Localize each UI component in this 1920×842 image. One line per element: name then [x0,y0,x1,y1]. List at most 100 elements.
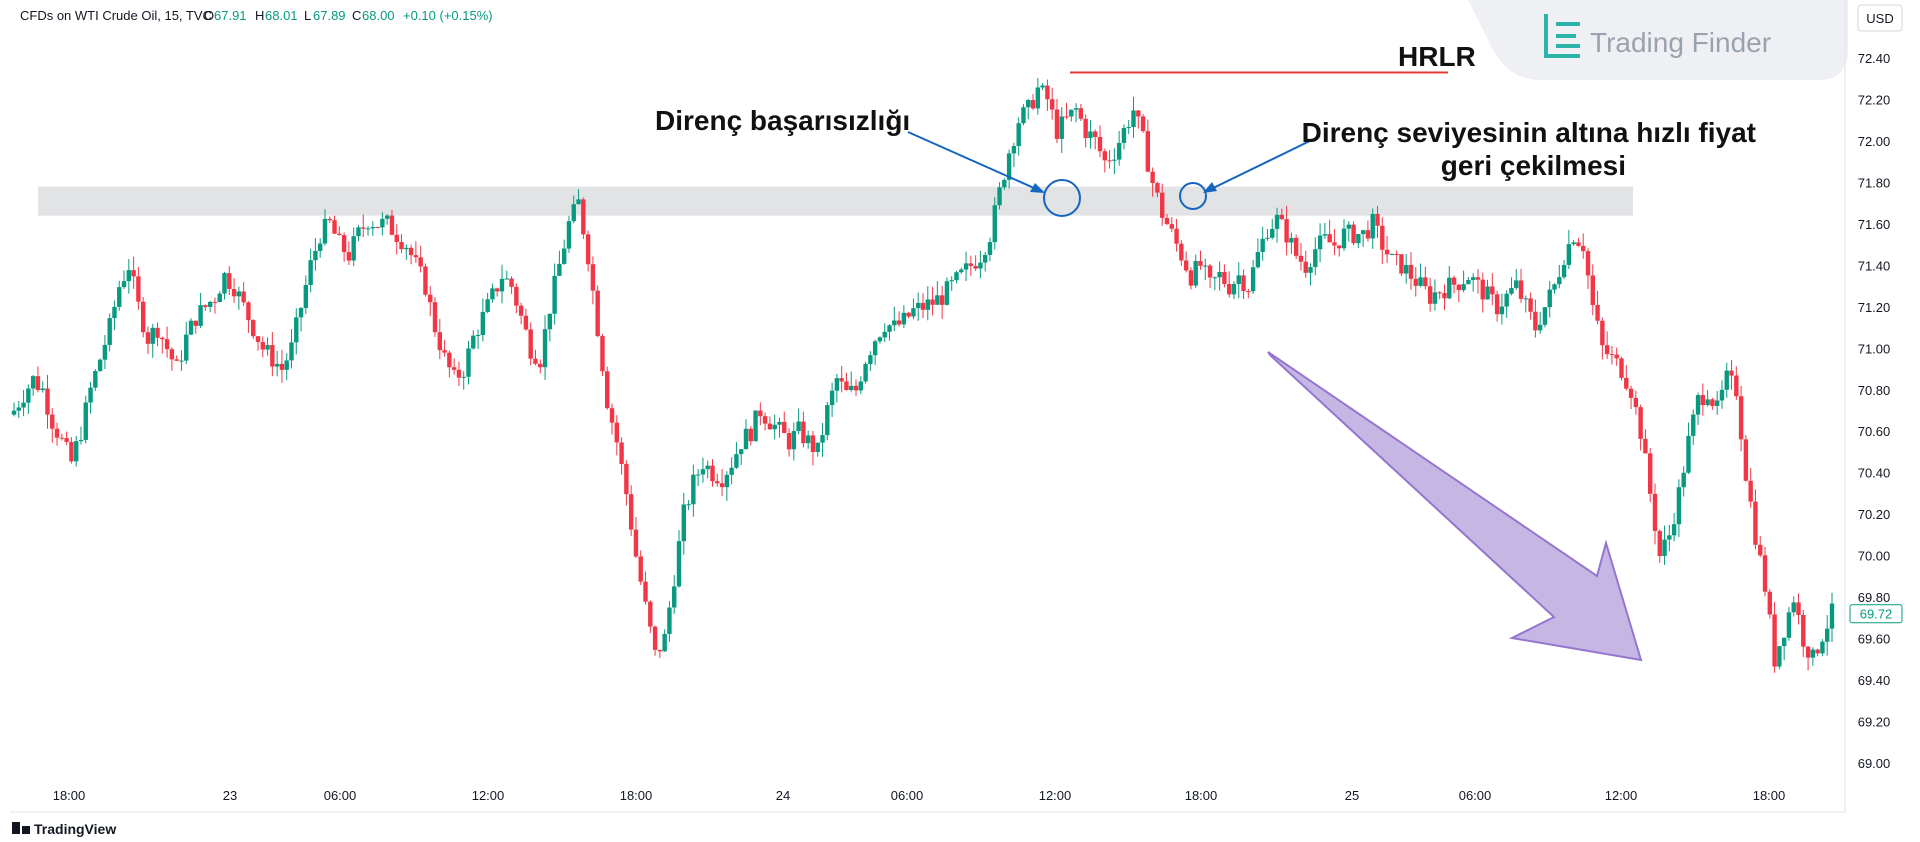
candle-body [346,252,352,261]
candle-body [375,226,380,228]
price-tick-label: 70.60 [1858,424,1891,439]
price-tick-label: 72.00 [1858,134,1891,149]
plot-area[interactable] [10,0,1845,812]
candle-body [351,236,356,261]
candle-body [820,435,825,443]
candle-body [1021,107,1026,124]
hrlr-label: HRLR [1398,41,1476,72]
candle-body [1480,279,1485,300]
candle-body [1217,271,1222,278]
candle-body [241,291,246,303]
candle-body [1633,397,1639,408]
time-axis[interactable]: 18:00 23 06:00 12:00 18:00 24 06:00 12:00 18:00 2… [53,788,1786,803]
price-tick-label: 70.00 [1858,549,1891,564]
price-tick-label: 71.00 [1858,341,1891,356]
candle-body [1322,234,1328,236]
candle-body [265,345,270,350]
candle-body [332,220,337,234]
high-label: H [255,8,264,23]
candle-body [1772,614,1777,667]
candle-body [590,264,596,291]
candle-body [1504,293,1509,307]
candle-body [853,385,859,391]
candle-body [164,339,170,350]
candle-body [270,345,275,367]
price-tick-label: 71.80 [1858,175,1891,190]
candle-body [1078,108,1084,119]
tradingview-logo-icon [12,822,30,834]
candle-body [638,556,643,582]
candle-body [906,312,911,317]
candle-body [1643,438,1648,454]
candle-body [1064,116,1069,118]
candle-body [1762,555,1768,592]
candle-body [1380,225,1385,250]
candle-body [432,302,438,333]
bearish-direction-arrow [1267,351,1643,662]
candle-body [341,235,347,253]
candle-body [791,431,797,450]
currency-box[interactable] [1857,4,1903,32]
candle-body [1265,237,1270,239]
price-tick-label: 72.20 [1858,92,1891,107]
pullback-label-line1: Direnç seviyesinin altına hızlı fiyat [1302,117,1756,148]
candle-body [1566,244,1572,265]
candle-body [423,266,428,295]
candle-body [490,288,495,300]
candle-body [1346,224,1351,229]
close-label: C [352,8,361,23]
candle-body [1284,219,1289,243]
candle-body [1059,116,1064,139]
price-axis[interactable]: 72.40 72.20 72.00 71.80 71.60 71.40 71.20 71.00… [1858,51,1891,771]
candle-body [131,270,136,277]
candle-body [1691,414,1696,436]
candle-body [963,263,969,270]
candle-body [1533,311,1538,331]
candle-body [585,234,591,265]
candle-body [1069,109,1074,117]
candle-body [1686,435,1691,473]
candle-body [561,248,567,264]
candle-body [394,234,399,242]
candle-body [97,359,103,372]
candle-body [212,301,218,303]
candle-body [1801,614,1806,647]
candle-body [1518,280,1524,299]
candle-body [284,360,289,370]
candle-body [1585,251,1591,276]
candle-body [911,308,916,317]
candle-body [954,272,959,281]
candle-body [1490,286,1495,295]
time-tick-label: 12:00 [472,788,505,803]
candle-body [982,254,988,263]
candle-body [188,320,194,335]
pullback-arrowhead [1203,182,1217,193]
candle-body [107,318,112,345]
candle-body [35,376,41,391]
symbol-legend[interactable]: CFDs on WTI Crude Oil, 15, TVC O 67.91 H… [20,8,493,23]
candle-body [834,378,840,391]
candle-body [978,262,983,269]
price-tick-label: 69.00 [1858,756,1891,771]
candle-body [829,390,835,406]
candle-body [1810,649,1816,658]
candle-body [1547,289,1552,308]
candle-body [389,215,395,235]
candle-body [581,199,586,235]
candle-body [1026,100,1031,108]
price-tick-label: 71.60 [1858,217,1891,232]
candle-body [1595,304,1600,321]
candle-body [1332,242,1337,246]
candle-body [858,381,864,391]
tradingview-label: TradingView [34,821,116,837]
candle-body [480,311,486,335]
candle-body [1576,242,1581,246]
candle-body [1231,284,1237,295]
candle-body [1456,284,1462,291]
candle-body [753,410,758,442]
open-value: 67.91 [214,8,247,23]
candle-body [1399,254,1404,274]
price-tick-label: 70.20 [1858,507,1891,522]
candle-body [1552,284,1557,290]
